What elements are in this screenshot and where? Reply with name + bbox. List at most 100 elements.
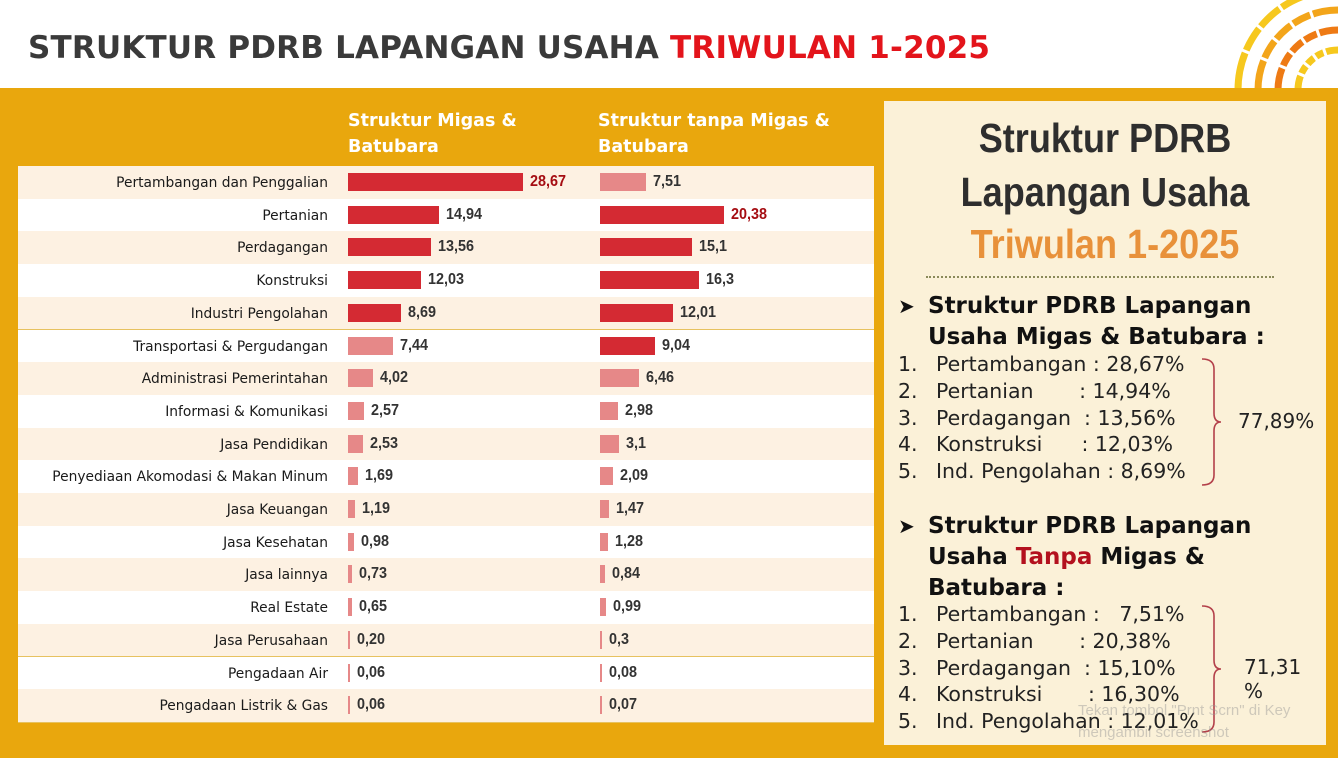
- value-label-series2: 0,84: [612, 565, 641, 583]
- category-label: Pertanian: [262, 207, 328, 224]
- value-label-series1: 0,73: [359, 565, 388, 583]
- category-label: Jasa lainnya: [245, 567, 328, 584]
- bar-series2: [600, 434, 619, 453]
- bar-chart: Pertambangan dan Penggalian 28,67 7,51 Pert…: [18, 166, 874, 723]
- bar-series2: [600, 630, 602, 649]
- value-label-series1: 0,20: [357, 630, 386, 648]
- chart-row: Jasa Kesehatan 0,98 1,28: [18, 525, 874, 560]
- value-label-series2: 2,09: [619, 467, 648, 485]
- list-text: Pertambangan : 28,67%: [936, 352, 1185, 376]
- chart-row: Pengadaan Listrik & Gas 0,06 0,07: [18, 689, 874, 723]
- sunburst-logo: [1217, 0, 1338, 90]
- list-text: Pertambangan : 7,51%: [936, 602, 1185, 626]
- value-label-series1: 2,53: [370, 434, 399, 452]
- chart-row: Pertambangan dan Penggalian 28,67 7,51: [18, 166, 874, 200]
- value-label-series2: 20,38: [731, 205, 768, 223]
- brace-icon: [1201, 605, 1222, 733]
- summary-list-item: 3. Perdagangan : 13,56%: [898, 406, 1176, 430]
- list-text: Pertanian : 20,38%: [936, 628, 1171, 653]
- list-text: Konstruksi : 16,30%: [936, 682, 1180, 707]
- category-label: Industri Pengolahan: [190, 305, 328, 322]
- value-label-series1: 12,03: [428, 271, 465, 289]
- bar-series1: [348, 434, 364, 453]
- chart-row: Informasi & Komunikasi 2,57 2,98: [18, 394, 874, 429]
- list-number: 5.: [898, 709, 918, 734]
- summary-list-item: 3. Perdagangan : 15,10%: [898, 656, 1176, 680]
- value-label-series1: 7,44: [400, 336, 429, 354]
- category-label: Jasa Keuangan: [226, 502, 328, 518]
- category-label: Real Estate: [250, 600, 328, 617]
- list-text: Konstruksi : 12,03%: [936, 432, 1174, 457]
- chart-row: Real Estate 0,65 0,99: [18, 591, 874, 625]
- column-header-tanpa-migas: Struktur tanpa Migas & Batubara: [598, 111, 830, 157]
- value-label-series2: 12,01: [680, 303, 717, 321]
- bar-series1: [348, 238, 431, 257]
- value-label-series1: 0,65: [358, 598, 387, 616]
- summary-list-item: 5. Ind. Pengolahan : 12,01%: [898, 709, 1199, 733]
- value-label-series1: 2,57: [370, 401, 399, 419]
- bar-series1: [348, 500, 356, 518]
- bar-series1: [348, 401, 364, 420]
- value-label-series1: 14,94: [446, 205, 483, 223]
- page-title: STRUKTUR PDRB LAPANGAN USAHA TRIWULAN 1-…: [28, 30, 990, 66]
- bar-series1: [348, 369, 373, 388]
- category-label: Pengadaan Air: [227, 665, 328, 682]
- category-label: Perdagangan: [237, 240, 328, 257]
- value-label-series2: 6,46: [646, 369, 675, 387]
- category-label: Jasa Kesehatan: [223, 534, 328, 551]
- bar-series2: [600, 205, 725, 224]
- summary-list-item: 2. Pertanian : 14,94%: [898, 379, 1171, 403]
- dotted-divider: [926, 276, 1274, 278]
- bar-series2: [600, 565, 606, 584]
- bar-series2: [600, 467, 613, 486]
- bar-series1: [348, 598, 352, 617]
- summary-list-item: 5. Ind. Pengolahan : 8,69%: [898, 459, 1186, 483]
- summary-list-item: 2. Pertanian : 20,38%: [898, 629, 1171, 653]
- value-label-series1: 0,06: [357, 663, 386, 681]
- chart-row: Administrasi Pemerintahan 4,02 6,46: [18, 362, 874, 396]
- value-label-series1: 13,56: [437, 238, 474, 256]
- value-label-series1: 0,06: [357, 696, 386, 714]
- bar-series2: [600, 696, 602, 715]
- value-label-series2: 1,47: [615, 500, 644, 517]
- value-label-series2: 3,1: [625, 434, 646, 452]
- bar-series2: [600, 369, 640, 388]
- category-label: Transportasi & Pergudangan: [133, 338, 328, 355]
- section2-heading: ➤ Struktur PDRB Lapangan Usaha Tanpa Miga…: [898, 513, 1252, 601]
- bar-series2: [600, 401, 619, 420]
- list-number: 1.: [898, 352, 918, 376]
- arrow-bullet-icon: ➤: [898, 514, 915, 538]
- bar-series2: [600, 336, 656, 355]
- chart-row: Konstruksi 12,03 16,3: [18, 264, 874, 298]
- bar-series1: [348, 173, 523, 191]
- value-label-series2: 2,98: [625, 401, 654, 419]
- bar-series1: [348, 336, 394, 355]
- chart-row: Jasa Pendidikan 2,53 3,1: [18, 427, 874, 462]
- chart-row: Pengadaan Air 0,06 0,08: [18, 656, 874, 691]
- bar-series1: [348, 630, 350, 649]
- bar-series2: [600, 238, 693, 257]
- category-label: Pengadaan Listrik & Gas: [159, 698, 328, 715]
- category-label: Informasi & Komunikasi: [165, 403, 328, 420]
- bar-series1: [348, 696, 350, 715]
- chart-row: Penyediaan Akomodasi & Makan Minum 1,69 2,…: [18, 460, 874, 494]
- bar-series2: [600, 173, 646, 191]
- bar-series1: [348, 271, 422, 290]
- summary-list-item: 1. Pertambangan : 7,51%: [898, 602, 1184, 626]
- bar-series1: [348, 205, 440, 224]
- chart-row: Jasa Perusahaan 0,20 0,3: [18, 623, 874, 658]
- category-label: Pertambangan dan Penggalian: [116, 175, 328, 191]
- value-label-series2: 1,28: [614, 532, 643, 550]
- bar-series2: [600, 500, 609, 518]
- list-number: 3.: [898, 405, 918, 430]
- value-label-series2: 0,07: [609, 696, 638, 714]
- section1-heading: ➤ Struktur PDRB Lapangan Usaha Migas & Ba…: [898, 293, 1265, 350]
- brace-icon: [1201, 358, 1222, 486]
- section2-total: 71,31 %: [1244, 655, 1302, 703]
- value-label-series1: 8,69: [408, 303, 437, 321]
- category-label: Penyediaan Akomodasi & Makan Minum: [52, 469, 328, 486]
- bar-series1: [348, 663, 350, 682]
- value-label-series2: 16,3: [706, 271, 735, 289]
- list-number: 1.: [898, 602, 918, 626]
- list-number: 2.: [898, 378, 918, 403]
